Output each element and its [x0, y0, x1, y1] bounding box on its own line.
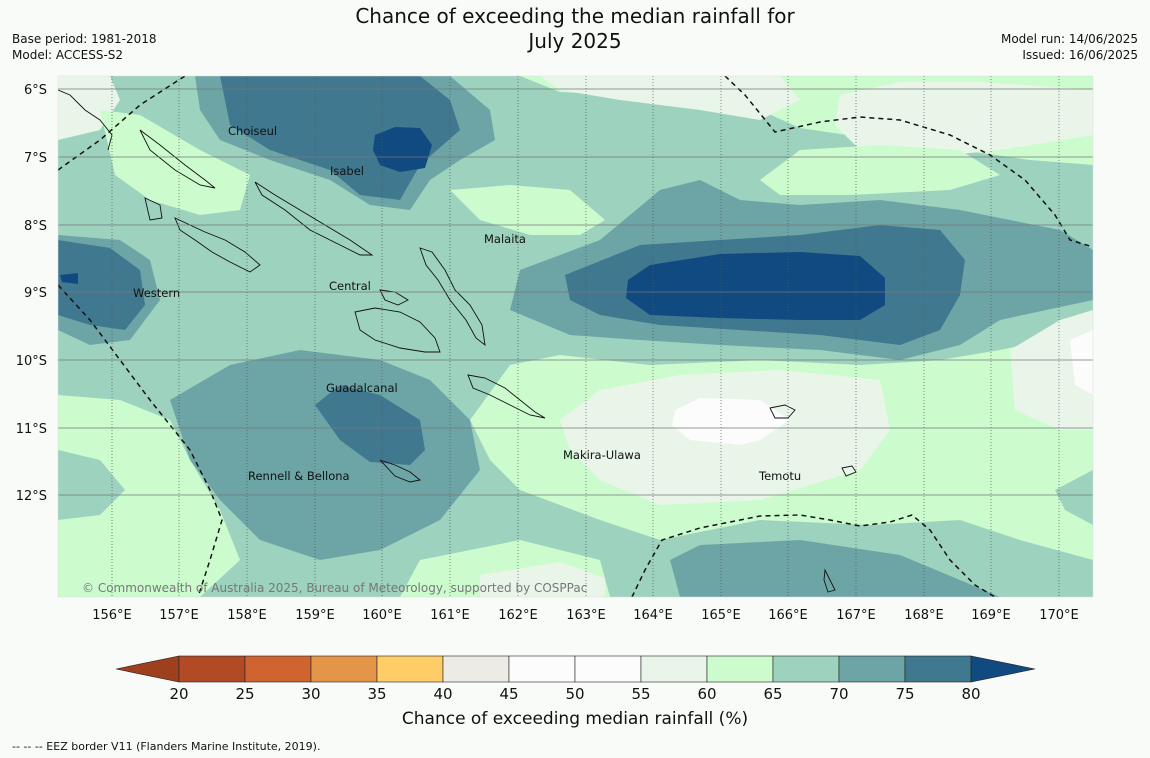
- lat-label: 9°S: [24, 286, 47, 301]
- lat-label: 11°S: [16, 422, 47, 437]
- longitude-labels: 156°E 157°E 158°E 159°E 160°E 161°E 162°…: [92, 608, 1079, 623]
- lat-label: 6°S: [24, 83, 47, 98]
- title-line-1: Chance of exceeding the median rainfall …: [355, 4, 795, 28]
- place-label-western: Western: [133, 286, 180, 300]
- lat-label: 8°S: [24, 219, 47, 234]
- latitude-labels: 6°S 7°S 8°S 9°S 10°S 11°S 12°S: [16, 83, 47, 504]
- lon-label: 157°E: [159, 608, 199, 623]
- colorbar-under-arrow: [115, 655, 180, 683]
- left-metadata: Base period: 1981-2018 Model: ACCESS-S2: [12, 31, 157, 63]
- colorbar: 20 25 30 35 40 45 50 55 60 65 70 75 80: [115, 655, 1036, 703]
- colorbar-segment: [904, 655, 972, 683]
- colorbar-segment: [442, 655, 510, 683]
- colorbar-tick-label: 65: [763, 685, 782, 703]
- colorbar-segment: [706, 655, 774, 683]
- title-line-2: July 2025: [528, 29, 622, 53]
- lon-label: 165°E: [701, 608, 741, 623]
- lon-label: 168°E: [904, 608, 944, 623]
- map-title: Chance of exceeding the median rainfall …: [0, 4, 1150, 54]
- colorbar-segment: [310, 655, 378, 683]
- eez-footnote: -- -- -- EEZ border V11 (Flanders Marine…: [12, 740, 321, 753]
- colorbar-over-arrow: [970, 655, 1036, 683]
- place-label-guadalcanal: Guadalcanal: [326, 381, 398, 395]
- colorbar-segment: [376, 655, 444, 683]
- lon-label: 169°E: [971, 608, 1011, 623]
- lon-label: 159°E: [295, 608, 335, 623]
- colorbar-tick-label: 70: [829, 685, 848, 703]
- colorbar-tick-label: 30: [301, 685, 320, 703]
- lat-label: 7°S: [24, 151, 47, 166]
- place-label-choiseul: Choiseul: [228, 124, 277, 138]
- colorbar-segment: [772, 655, 840, 683]
- colorbar-tick-label: 75: [895, 685, 914, 703]
- issued-date: Issued: 16/06/2025: [1022, 48, 1138, 62]
- colorbar-tick-label: 45: [499, 685, 518, 703]
- colorbar-tick-label: 40: [433, 685, 452, 703]
- model-run: Model run: 14/06/2025: [1000, 32, 1138, 46]
- colorbar-segment: [244, 655, 312, 683]
- lon-label: 156°E: [92, 608, 132, 623]
- lat-gridlines: [58, 88, 1093, 496]
- base-period: Base period: 1981-2018: [12, 32, 157, 46]
- place-label-central: Central: [329, 279, 371, 293]
- model-name: Model: ACCESS-S2: [12, 48, 124, 62]
- lon-label: 164°E: [633, 608, 673, 623]
- lon-label: 167°E: [836, 608, 876, 623]
- place-label-malaita: Malaita: [484, 232, 526, 246]
- colorbar-title: Chance of exceeding median rainfall (%): [401, 709, 749, 729]
- place-label-makira-ulawa: Makira-Ulawa: [563, 448, 641, 462]
- colorbar-tick-label: 55: [631, 685, 650, 703]
- colorbar-segment: [178, 655, 246, 683]
- colorbar-segment: [574, 655, 642, 683]
- colorbar-segment: [640, 655, 708, 683]
- place-labels: Choiseul Isabel Malaita Western Central …: [133, 124, 801, 483]
- lon-label: 166°E: [768, 608, 808, 623]
- colorbar-tick-label: 20: [169, 685, 188, 703]
- colorbar-tick-label: 35: [367, 685, 386, 703]
- lon-label: 161°E: [430, 608, 470, 623]
- lon-label: 158°E: [227, 608, 267, 623]
- colorbar-tick-label: 80: [961, 685, 980, 703]
- lat-label: 10°S: [16, 354, 47, 369]
- lon-label: 170°E: [1039, 608, 1079, 623]
- place-label-rennell-bellona: Rennell & Bellona: [248, 469, 350, 483]
- map-frame: [57, 75, 1094, 598]
- lat-label: 12°S: [16, 489, 47, 504]
- lon-label: 163°E: [566, 608, 606, 623]
- eez-border: [58, 76, 1093, 597]
- right-metadata: Model run: 14/06/2025 Issued: 16/06/2025: [1001, 31, 1138, 63]
- place-label-temotu: Temotu: [758, 469, 801, 483]
- copyright-notice: © Commonwealth of Australia 2025, Bureau…: [82, 581, 587, 595]
- lon-label: 162°E: [498, 608, 538, 623]
- colorbar-tick-label: 60: [697, 685, 716, 703]
- rainfall-probability-field: Choiseul Isabel Malaita Western Central …: [58, 76, 1093, 597]
- colorbar-segment: [508, 655, 576, 683]
- place-label-isabel: Isabel: [330, 164, 364, 178]
- colorbar-tick-label: 25: [235, 685, 254, 703]
- colorbar-segment: [838, 655, 906, 683]
- lon-label: 160°E: [362, 608, 402, 623]
- colorbar-tick-label: 50: [565, 685, 584, 703]
